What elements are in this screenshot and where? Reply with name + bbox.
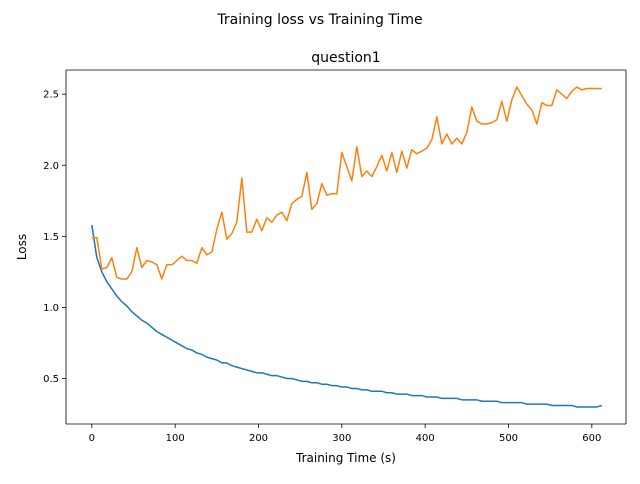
axes-layer: 0 100 200 300 400 500 600 0.5 1.0 1.5 2.0 2.5 bbox=[43, 69, 627, 444]
y-tick-label: 0.5 bbox=[43, 374, 59, 385]
x-tick-label: 300 bbox=[332, 433, 351, 444]
figure-suptitle: Training loss vs Training Time bbox=[216, 12, 422, 28]
x-tick-label: 500 bbox=[499, 433, 518, 444]
x-tick-label: 600 bbox=[582, 433, 601, 444]
y-tick-label: 1.5 bbox=[43, 232, 59, 243]
series-line-2 bbox=[91, 86, 602, 280]
chart-title: question1 bbox=[311, 50, 380, 66]
y-tick-label: 1.0 bbox=[43, 303, 59, 314]
x-tick-label: 0 bbox=[89, 433, 95, 444]
x-tick-label: 400 bbox=[416, 433, 435, 444]
x-tick-label: 200 bbox=[249, 433, 268, 444]
x-axis-label: Training Time (s) bbox=[295, 451, 396, 465]
series-line-1 bbox=[91, 224, 603, 408]
x-tick-label: 100 bbox=[166, 433, 185, 444]
series-layer bbox=[91, 86, 603, 408]
y-axis-label: Loss bbox=[15, 234, 29, 260]
y-tick-label: 2.0 bbox=[43, 161, 59, 172]
y-tick-label: 2.5 bbox=[43, 90, 59, 101]
plot-area bbox=[66, 70, 626, 424]
plot-background bbox=[66, 70, 626, 424]
